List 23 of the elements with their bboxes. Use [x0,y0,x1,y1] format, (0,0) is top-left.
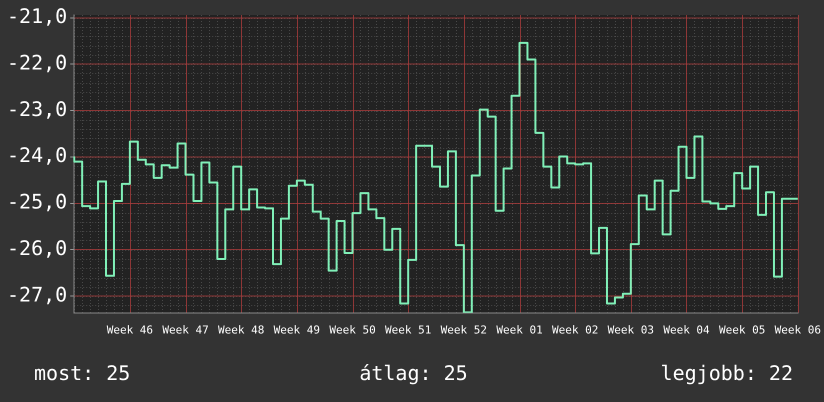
x-tick-label: Week 46 [106,323,154,336]
x-tick-label: Week 04 [663,323,710,336]
text: átlag: 25 [359,361,468,386]
y-tick-label: -27,0 [6,282,68,306]
x-tick-label: Week 02 [552,323,598,336]
x-tick-label: Week 48 [218,323,264,336]
y-tick-label: -24,0 [6,143,68,168]
x-tick-label: Week 01 [496,323,543,336]
y-tick-label: -26,0 [6,236,68,260]
y-tick-label: -25,0 [6,190,68,214]
y-tick-label: -23,0 [6,96,68,121]
text: legjobb: 22 [660,361,793,386]
text: most: 25 [34,361,130,386]
y-tick-label: -22,0 [6,50,68,74]
x-tick-label: Week 05 [718,323,766,336]
x-tick-label: Week 52 [440,323,488,336]
x-tick-label: Week 51 [385,323,432,336]
x-tick-label: Week 03 [608,323,654,336]
x-tick-label: Week 47 [162,323,209,336]
x-tick-label: Week 50 [329,323,376,336]
x-tick-label: Week 49 [274,323,320,336]
y-tick-label: -21,0 [6,4,68,28]
x-tick-label: Week 06 [774,323,821,336]
